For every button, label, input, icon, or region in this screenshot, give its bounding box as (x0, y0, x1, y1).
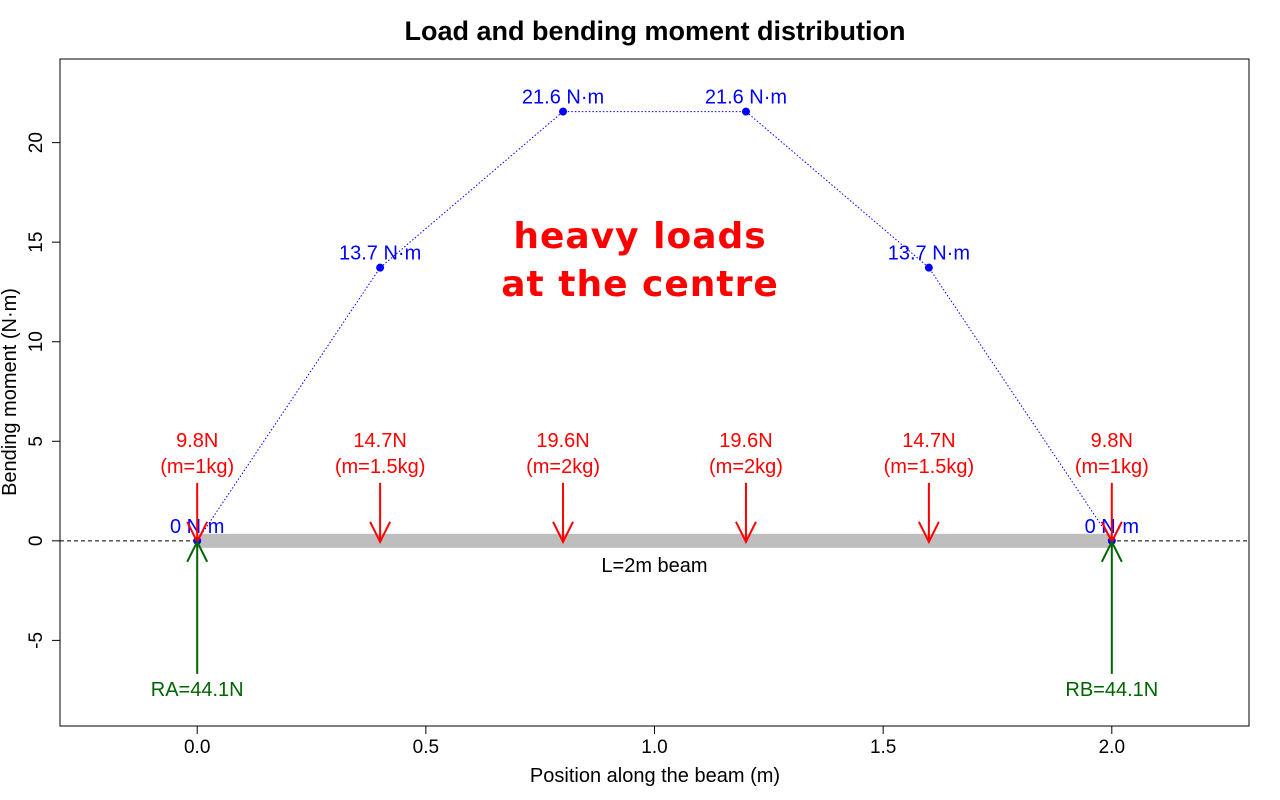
moment-point (559, 107, 568, 116)
annotation-line-2: at the centre (501, 264, 779, 305)
y-axis: -5 0 5 10 15 20 (26, 132, 60, 649)
reaction-arrow-head (1100, 539, 1123, 563)
y-tick-label: 5 (26, 436, 47, 447)
x-axis: 0.0 0.5 1.0 1.5 2.0 (184, 726, 1125, 758)
annotation-line-1: heavy loads (513, 216, 766, 257)
moment-point (924, 263, 933, 272)
y-tick-label: 10 (26, 331, 47, 352)
moment-series: 0 N·m13.7 N·m21.6 N·m 21.6 N·m13.7 N·m0 N… (170, 87, 1139, 545)
moment-value-label: 21.6 N·m (705, 87, 787, 109)
moment-value-label: 13.7 N·m (888, 243, 970, 265)
x-tick-label: 1.5 (870, 737, 896, 758)
x-axis-label: Position along the beam (m) (530, 765, 780, 787)
moment-line (196, 111, 1113, 542)
load-mass-label: (m=1.5kg) (884, 456, 975, 478)
load-force-label: 14.7N (353, 430, 406, 452)
x-tick-label: 0.5 (413, 737, 439, 758)
load-arrow-head (552, 521, 574, 545)
beam-label: L=2m beam (601, 555, 707, 577)
load-mass-label: (m=2kg) (709, 456, 783, 478)
reaction-label: RB=44.1N (1065, 679, 1158, 701)
reaction-arrow-head (186, 539, 209, 563)
load-mass-label: (m=2kg) (526, 456, 600, 478)
chart-title: Load and bending moment distribution (405, 16, 906, 46)
y-axis-label: Bending moment (N·m) (0, 288, 21, 496)
plot-frame (59, 58, 1250, 727)
load-arrows: 9.8N (m=1kg) 14.7N (m=1.5kg) 19.6N (m=2kg) 19.… (160, 430, 1149, 545)
load-force-label: 19.6N (719, 430, 772, 452)
load-mass-label: (m=1.5kg) (335, 456, 426, 478)
x-tick-label: 2.0 (1099, 737, 1125, 758)
x-tick-label: 1.0 (641, 737, 667, 758)
load-mass-label: (m=1kg) (160, 456, 234, 478)
reaction-label: RA=44.1N (151, 679, 244, 701)
reaction-arrows: RA=44.1N RB=44.1N (151, 539, 1158, 701)
y-tick-label: 15 (26, 232, 47, 253)
load-mass-label: (m=1kg) (1075, 456, 1149, 478)
load-force-label: 14.7N (902, 430, 955, 452)
load-arrow-head (917, 521, 940, 545)
beam (197, 533, 1112, 548)
load-force-label: 9.8N (1091, 430, 1133, 452)
y-tick-label: 20 (26, 132, 47, 153)
moment-value-label: 21.6 N·m (522, 87, 604, 109)
load-force-label: 19.6N (536, 430, 589, 452)
load-arrow-head (735, 521, 757, 545)
load-arrow-head (369, 521, 392, 545)
moment-value-label: 13.7 N·m (339, 243, 421, 265)
load-force-label: 9.8N (176, 430, 218, 452)
y-tick-label: -5 (26, 632, 47, 649)
y-tick-label: 0 (26, 536, 47, 547)
x-tick-label: 0.0 (184, 737, 210, 758)
moment-point (741, 107, 750, 116)
moment-point (376, 263, 385, 272)
